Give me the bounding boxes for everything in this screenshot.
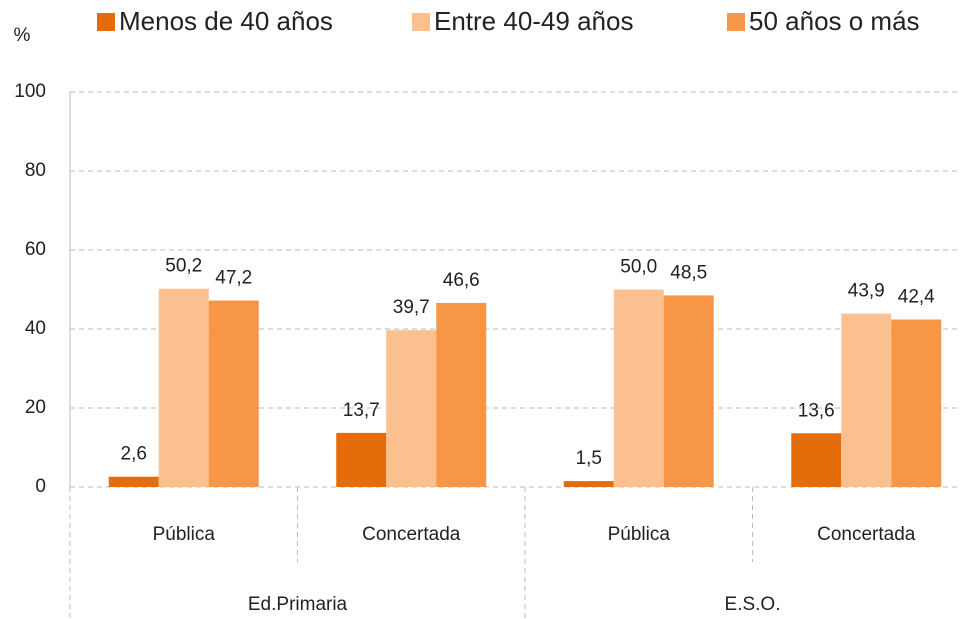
x-tick-label: Pública (608, 524, 671, 545)
bar (791, 433, 842, 487)
legend-swatch (97, 13, 115, 31)
bar (158, 288, 209, 487)
value-label: 1,5 (576, 448, 602, 469)
y-tick-label: 40 (25, 318, 46, 339)
legend-label: Entre 40-49 años (434, 6, 633, 36)
x-tick-label: Concertada (817, 524, 916, 545)
x-tick-label: Concertada (362, 524, 461, 545)
bar (336, 432, 387, 487)
legend-swatch (412, 13, 430, 31)
bar (208, 300, 259, 487)
bar (436, 302, 487, 487)
bar (108, 476, 159, 487)
y-tick-label: 80 (25, 160, 46, 181)
value-label: 13,7 (343, 400, 380, 421)
value-label: 42,4 (898, 287, 935, 308)
value-label: 39,7 (393, 297, 430, 318)
bar (891, 319, 942, 487)
bar (563, 481, 614, 487)
value-label: 50,0 (620, 257, 657, 278)
value-label: 2,6 (121, 444, 147, 465)
value-label: 43,9 (848, 281, 885, 302)
legend-label: Menos de 40 años (119, 6, 333, 36)
bar (663, 295, 714, 487)
y-tick-label: 20 (25, 397, 46, 418)
group-label: Ed.Primaria (248, 594, 348, 615)
bar (386, 330, 437, 487)
bar (841, 313, 892, 487)
y-tick-label: 60 (25, 239, 46, 260)
y-axis-label: % (14, 25, 31, 46)
value-label: 48,5 (670, 262, 707, 283)
x-tick-label: Pública (153, 524, 216, 545)
group-label: E.S.O. (725, 594, 781, 615)
value-label: 46,6 (443, 270, 480, 291)
value-label: 47,2 (215, 268, 252, 289)
legend-swatch (727, 13, 745, 31)
legend-label: 50 años o más (749, 6, 920, 36)
bar (613, 289, 664, 487)
y-tick-label: 100 (14, 81, 46, 102)
y-tick-label: 0 (35, 476, 46, 497)
value-label: 13,6 (798, 400, 835, 421)
value-label: 50,2 (165, 256, 202, 277)
